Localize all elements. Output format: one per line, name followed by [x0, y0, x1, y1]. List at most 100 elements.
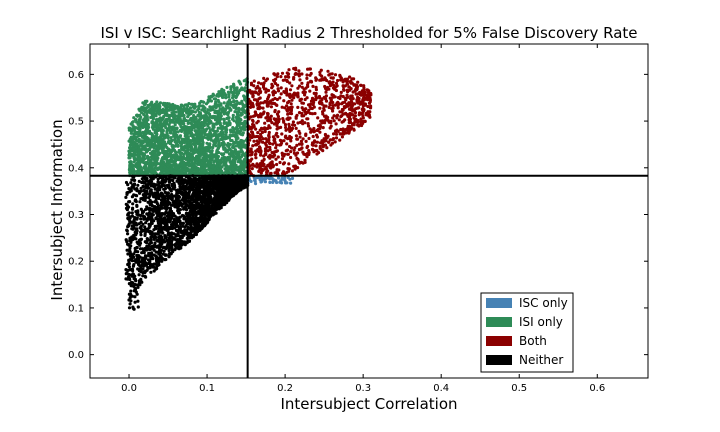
both-point	[310, 106, 314, 111]
both-point	[331, 109, 335, 113]
isi-only-point	[163, 136, 167, 140]
isi-only-point	[153, 166, 157, 170]
both-point	[316, 116, 320, 120]
both-point	[310, 147, 315, 151]
isi-only-point	[167, 160, 171, 164]
both-point	[249, 115, 253, 119]
both-point	[257, 89, 261, 93]
isi-only-point	[164, 169, 168, 173]
both-point	[313, 149, 317, 153]
isi-only-point	[211, 145, 215, 150]
both-point	[266, 155, 271, 159]
both-point	[352, 116, 356, 120]
both-point	[290, 126, 295, 130]
both-point	[289, 150, 293, 154]
both-point	[270, 160, 274, 164]
isi-only-point	[191, 149, 195, 153]
both-point	[338, 138, 342, 142]
both-point	[300, 146, 304, 150]
neither-point	[134, 193, 138, 197]
both-point	[369, 106, 373, 110]
isi-only-point	[200, 108, 204, 112]
both-point	[323, 132, 327, 137]
both-point	[295, 143, 299, 147]
isi-only-point	[157, 110, 161, 114]
both-point	[347, 85, 351, 89]
both-point	[300, 142, 304, 146]
isi-only-point	[186, 131, 191, 135]
isi-only-point	[213, 109, 217, 113]
isi-only-point	[182, 122, 186, 126]
isi-only-point	[133, 129, 137, 133]
both-point	[340, 120, 344, 124]
both-point	[339, 76, 343, 80]
both-point	[361, 116, 365, 120]
isi-only-point	[189, 140, 193, 144]
both-point	[249, 147, 253, 151]
isi-only-point	[195, 138, 199, 142]
isi-only-point	[214, 100, 218, 104]
both-point	[277, 117, 281, 121]
isi-only-point	[143, 153, 147, 158]
both-point	[274, 157, 278, 161]
isi-only-point	[173, 123, 177, 127]
isi-only-point	[243, 125, 247, 129]
both-point	[268, 100, 272, 104]
isi-only-point	[182, 106, 186, 111]
isi-only-point	[185, 153, 189, 158]
isi-only-point	[219, 102, 223, 106]
both-point	[341, 127, 345, 131]
isi-only-point	[240, 86, 244, 90]
isi-only-point	[217, 141, 221, 145]
isi-only-point	[188, 106, 193, 110]
both-point	[311, 134, 315, 139]
isi-only-point	[235, 116, 239, 120]
isi-only-point	[167, 163, 171, 167]
both-point	[308, 67, 312, 71]
both-point	[295, 156, 299, 160]
isi-only-point	[154, 118, 159, 122]
isi-only-point	[134, 118, 138, 122]
both-point	[365, 98, 370, 102]
both-point	[284, 149, 288, 153]
isc-only-point	[289, 181, 293, 185]
isi-only-point	[159, 129, 163, 133]
both-point	[349, 106, 353, 110]
neither-point	[173, 248, 177, 252]
both-point	[264, 166, 268, 170]
both-point	[359, 83, 363, 87]
isi-only-point	[151, 120, 155, 124]
isi-only-point	[229, 87, 233, 91]
both-point	[261, 140, 265, 144]
isi-only-point	[211, 169, 215, 173]
isi-only-point	[143, 161, 147, 165]
isi-only-point	[129, 160, 133, 164]
isi-only-point	[169, 113, 173, 118]
both-point	[341, 85, 346, 89]
isi-only-point	[201, 156, 205, 160]
isi-only-point	[152, 171, 156, 175]
isi-only-point	[213, 97, 218, 101]
both-point	[296, 86, 300, 90]
both-point	[322, 78, 326, 82]
isi-only-point	[165, 145, 169, 150]
isc-only-point	[280, 181, 284, 185]
neither-point	[130, 214, 134, 218]
isi-only-point	[164, 117, 169, 121]
isi-only-point	[180, 140, 184, 144]
both-point	[273, 96, 277, 101]
isi-only-point	[172, 156, 176, 160]
both-point	[332, 132, 336, 136]
isi-only-point	[217, 119, 221, 123]
isi-only-point	[217, 116, 221, 120]
both-point	[250, 126, 254, 130]
isc-only-point	[260, 176, 264, 180]
isi-only-point	[244, 95, 248, 99]
both-point	[259, 153, 263, 157]
both-point	[318, 96, 322, 100]
both-point	[259, 149, 263, 153]
both-point	[270, 121, 274, 125]
both-point	[254, 127, 258, 131]
both-point	[265, 170, 269, 174]
isi-only-point	[228, 98, 232, 102]
